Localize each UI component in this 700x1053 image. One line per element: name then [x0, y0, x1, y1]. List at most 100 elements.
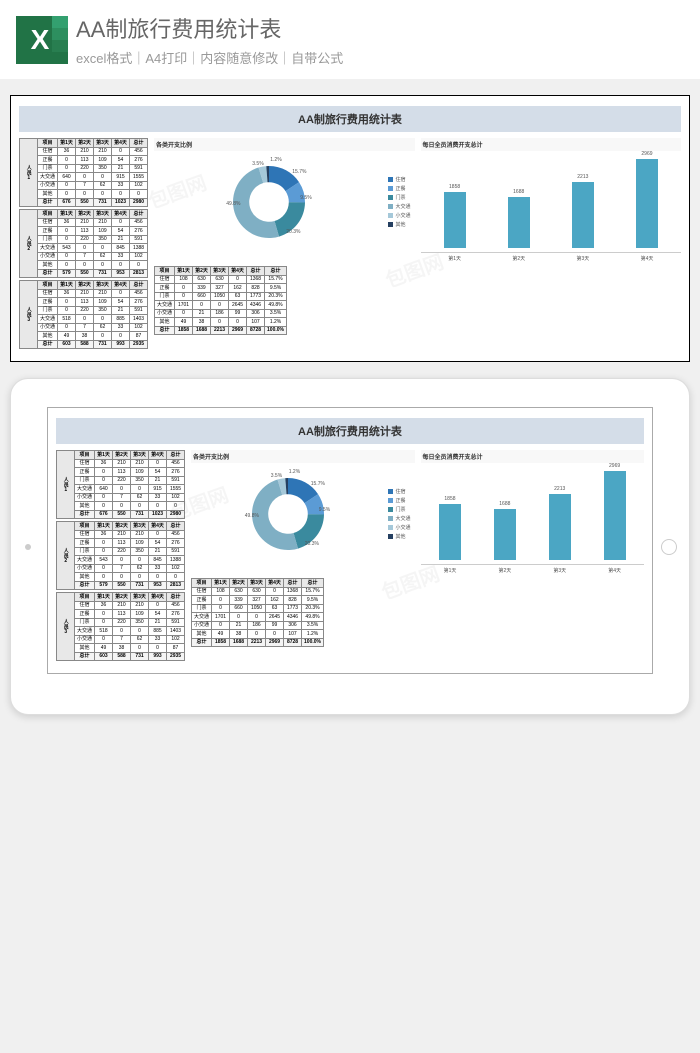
row-name: 住宿	[38, 218, 58, 227]
summary-cell: 0	[230, 613, 248, 622]
table-row: 门票022035021591	[20, 164, 148, 173]
total-cell: 550	[76, 198, 94, 207]
col-header: 第1天	[95, 522, 113, 531]
table-row: 小交通076233102	[57, 564, 185, 573]
summary-total-cell: 100.0%	[265, 326, 287, 335]
cell: 0	[95, 476, 113, 485]
slice-label: 1.2%	[289, 469, 300, 475]
summary-header: 第1天	[212, 579, 230, 588]
col-header: 第2天	[76, 281, 94, 290]
bar-label: 第4天	[593, 567, 636, 574]
col-header: 第2天	[113, 593, 131, 602]
cell: 543	[58, 244, 76, 253]
col-header: 第4天	[112, 210, 130, 219]
summary-cell: 0	[229, 275, 247, 284]
cell: 49	[95, 644, 113, 653]
preview-tablet: AA制旅行费用统计表人员1项目第1天第2天第3天第4天总计住宿362102100…	[10, 378, 690, 715]
cell: 109	[131, 610, 149, 619]
table-row: 门票022035021591	[20, 235, 148, 244]
row-name: 其他	[38, 332, 58, 341]
legend-label: 小交通	[395, 524, 410, 531]
cell: 36	[95, 601, 113, 610]
table-row: 其他00000	[20, 261, 148, 270]
cell: 0	[112, 190, 130, 199]
summary-cell: 1773	[247, 292, 265, 301]
cell: 0	[112, 147, 130, 156]
total-cell: 993	[149, 652, 167, 661]
header-text: AA制旅行费用统计表 excel格式｜A4打印｜内容随意修改｜自带公式	[76, 12, 684, 67]
cell: 36	[95, 459, 113, 468]
col-header: 总计	[130, 210, 148, 219]
cell: 0	[149, 644, 167, 653]
summary-name: 小交通	[192, 621, 212, 630]
summary-cell: 0	[229, 318, 247, 327]
table-row: 正餐011310954276	[57, 539, 185, 548]
cell: 456	[167, 601, 185, 610]
cell: 109	[131, 539, 149, 548]
cell: 0	[95, 547, 113, 556]
cell: 591	[130, 235, 148, 244]
legend-item: 大交通	[388, 203, 410, 210]
summary-cell: 186	[211, 309, 229, 318]
row-name: 其他	[38, 190, 58, 199]
summary-name: 其他	[155, 318, 175, 327]
bar-chart: 1858168822132969	[421, 153, 682, 253]
summary-cell: 306	[247, 309, 265, 318]
col-header: 第2天	[113, 522, 131, 531]
preview-tablet-inner: AA制旅行费用统计表人员1项目第1天第2天第3天第4天总计住宿362102100…	[47, 407, 653, 674]
slice-label: 1.2%	[270, 157, 281, 163]
legend-item: 住宿	[388, 176, 410, 183]
total-row: 总计5795507319532813	[20, 269, 148, 278]
cell: 62	[131, 635, 149, 644]
cell: 0	[58, 235, 76, 244]
table-row: 其他49380087	[20, 332, 148, 341]
cell: 640	[95, 485, 113, 494]
cell: 0	[130, 261, 148, 270]
cell: 102	[167, 635, 185, 644]
table-row: 住宿362102100456	[57, 459, 185, 468]
cell: 54	[149, 468, 167, 477]
total-cell: 588	[113, 652, 131, 661]
total-label: 总计	[38, 198, 58, 207]
cell: 109	[94, 156, 112, 165]
slice-label: 3.5%	[271, 473, 282, 479]
col-header: 项目	[38, 281, 58, 290]
legend-label: 正餐	[395, 497, 405, 504]
col-header: 第4天	[149, 522, 167, 531]
cell: 0	[112, 218, 130, 227]
summary-cell: 630	[193, 275, 211, 284]
legend-item: 住宿	[388, 488, 410, 495]
summary-total-cell: 8728	[247, 326, 265, 335]
cell: 0	[112, 289, 130, 298]
cell: 210	[113, 601, 131, 610]
summary-cell: 2645	[266, 613, 284, 622]
summary-cell: 0	[211, 318, 229, 327]
legend-swatch	[388, 195, 393, 200]
summary-header: 项目	[155, 267, 175, 276]
summary-table: 项目第1天第2天第3天第4天总计总计住宿1086306300136815.7%正…	[154, 266, 287, 335]
bar-column: 2213	[557, 174, 609, 248]
summary-cell: 1701	[175, 301, 193, 310]
bar	[549, 494, 571, 560]
summary-cell: 107	[284, 630, 302, 639]
summary-cell: 63	[266, 604, 284, 613]
header-subtitle: excel格式｜A4打印｜内容随意修改｜自带公式	[76, 48, 684, 67]
table-row: 门票022035021591	[20, 306, 148, 315]
cell: 87	[167, 644, 185, 653]
cell: 350	[94, 164, 112, 173]
cell: 109	[94, 298, 112, 307]
cell: 220	[113, 618, 131, 627]
summary-name: 住宿	[155, 275, 175, 284]
bar	[572, 182, 594, 248]
cell: 210	[94, 218, 112, 227]
summary-cell: 0	[175, 309, 193, 318]
legend-item: 正餐	[388, 185, 410, 192]
legend-swatch	[388, 525, 393, 530]
cell: 220	[76, 164, 94, 173]
cell: 210	[131, 530, 149, 539]
table-row: 小交通076233102	[57, 635, 185, 644]
legend-swatch	[388, 489, 393, 494]
row-name: 正餐	[75, 610, 95, 619]
col-header: 总计	[167, 522, 185, 531]
cell: 220	[76, 306, 94, 315]
